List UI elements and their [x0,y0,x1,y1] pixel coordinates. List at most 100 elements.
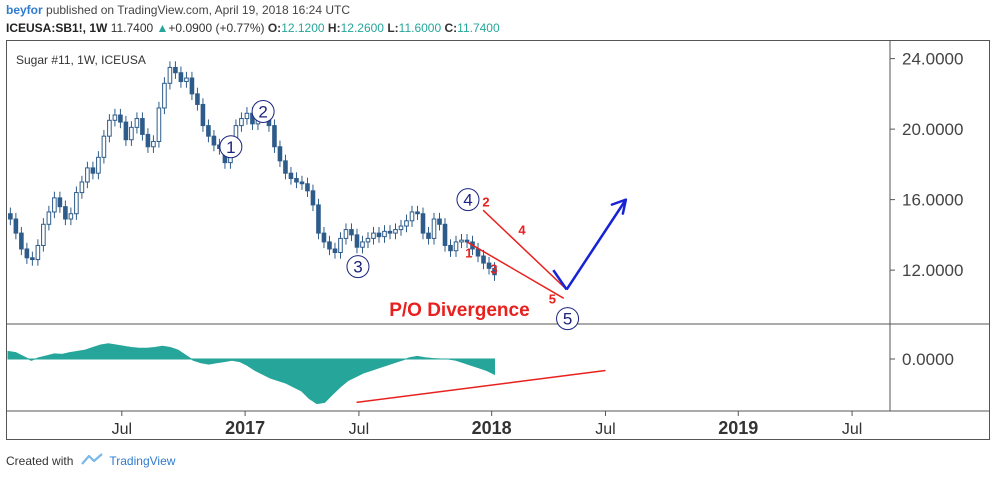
candle-body [338,237,343,253]
x-tick-label: Jul [595,421,615,438]
candle-body [288,172,294,179]
high-value: 12.2600 [340,21,384,35]
candle-body [129,126,134,141]
close-label: C: [444,21,458,35]
candle-body [294,177,299,183]
oscillator-area [7,343,496,405]
candle-body [46,211,52,225]
chart-title: Sugar #11, 1W, ICEUSA [16,53,146,67]
wave-label-circle [346,255,370,279]
candle-body [387,230,393,234]
chart-frame [6,40,990,440]
price-chart[interactable]: Sugar #11, 1W, ICEUSA 24.0000 2 0.0000 16.00… [6,40,990,440]
candle-body [41,223,46,246]
candle-body [382,230,387,238]
candle-body [206,125,211,137]
wave-label-circle [456,188,480,212]
candle-body [349,229,354,236]
published-text: published on TradingView.com, April 19, … [46,3,350,17]
sub-wave-label: 5 [549,291,556,306]
wedge-upper-line [482,209,568,291]
high-label: H: [327,21,341,35]
candle-body [24,248,30,259]
wedge-lower-line [466,241,565,299]
wave-label: 4 [463,191,472,210]
y-tick-label: 16.0000 [902,191,963,210]
candle-body [442,223,448,246]
wave-label: 1 [226,138,235,157]
candle-body [63,206,68,220]
candle-body [184,77,189,83]
x-tick-label: Jul [842,421,862,438]
publish-info: beyfor published on TradingView.com, Apr… [6,3,350,17]
candle-body [19,232,24,250]
up-arrow-icon: ▲ [156,21,169,35]
candle-body [420,213,426,234]
candle-body [327,241,332,250]
candle-body [415,211,420,215]
candle-body [211,135,217,146]
divergence-annotation: P/O Divergence [389,300,529,321]
wave-label: 2 [258,103,267,122]
candle-body [145,133,151,148]
x-tick-label: 2017 [225,418,265,438]
candle-body [316,204,321,234]
wave-label: 5 [563,310,572,329]
low-value: 11.6000 [398,21,442,35]
candle-body [371,232,376,239]
candle-body [272,125,277,148]
oscillator-divergence-line [356,369,606,404]
y-tick-label: 24.0000 [902,50,963,69]
candle-body [140,118,145,135]
symbol-label: ICEUSA:SB1!, 1W [6,21,108,35]
candle-body [134,118,140,128]
close-value: 11.7400 [457,21,500,35]
candle-body [404,220,409,227]
projection-arrow [565,198,627,291]
candle-body [305,183,310,192]
candle-body [151,140,156,148]
candle-body [195,93,200,105]
candle-body [492,267,497,276]
y-tick-label: 12.0000 [902,261,963,280]
candle-body [453,241,459,252]
candle-body [332,248,338,254]
candle-body [156,107,162,142]
candle-body [283,160,288,174]
candle-body [8,213,13,220]
candle-body [426,232,431,239]
candle-body [459,239,464,243]
candle-body [398,225,404,231]
candle-body [343,229,349,239]
sub-wave-label: 1 [465,246,472,261]
tradingview-link[interactable]: TradingView [109,453,176,468]
candle-body [52,197,57,213]
price-change: +0.0900 (+0.77%) [168,21,265,35]
candle-body [393,229,398,234]
candle-body [30,257,35,261]
projection-arrowhead [610,198,628,215]
candle-body [448,244,453,252]
x-tick-label: Jul [112,421,132,438]
candle-body [178,72,184,83]
candle-body [486,262,492,269]
candle-body [13,218,19,234]
candle-body [90,167,96,174]
candle-body [244,112,250,120]
candle-body [101,135,107,158]
osc-tick-label: 0.0000 [902,350,954,369]
last-price: 11.7400 [110,21,154,35]
candle-body [431,218,437,239]
candle-body [437,218,442,225]
candle-body [464,239,470,243]
candle-body [85,167,90,183]
candle-body [200,103,206,127]
x-tick-label: Jul [349,421,369,438]
candle-body [409,211,415,222]
open-label: O: [267,21,282,35]
open-value: 12.1200 [281,21,325,35]
candle-body [167,66,173,84]
candle-body [376,232,382,238]
author-link[interactable]: beyfor [6,3,43,17]
wave-label-circle [219,135,243,159]
